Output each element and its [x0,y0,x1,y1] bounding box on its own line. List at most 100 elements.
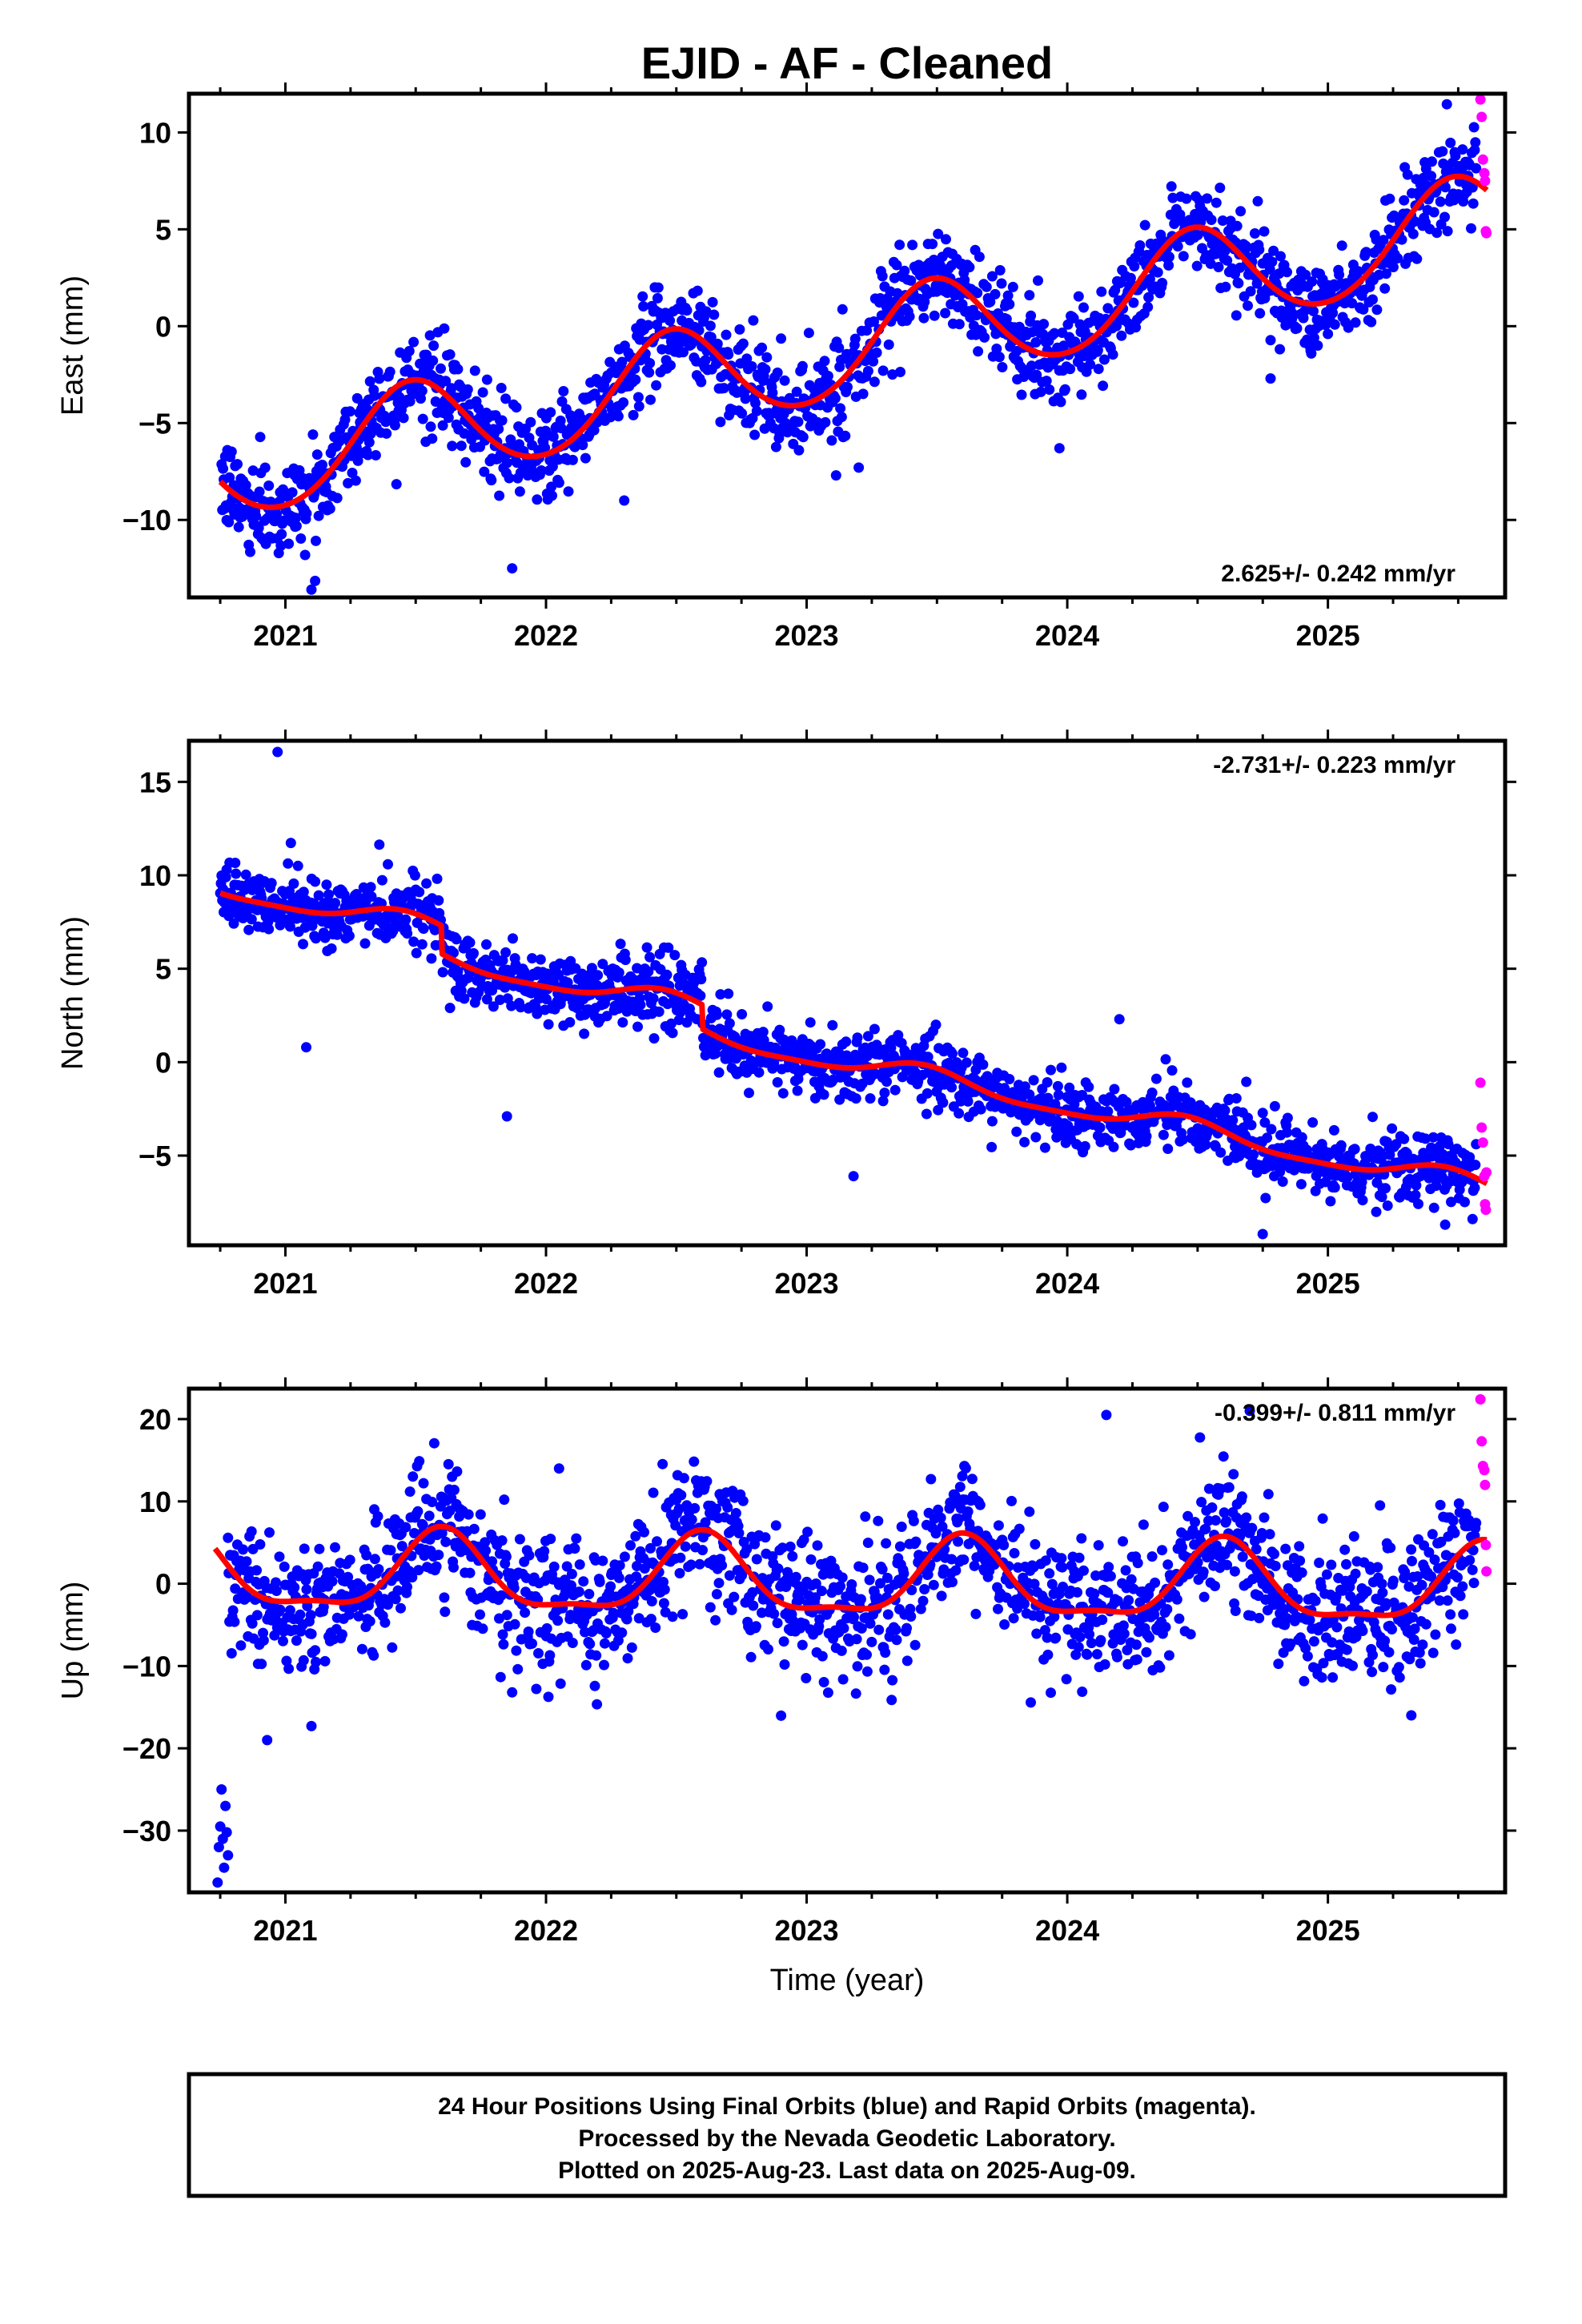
final-orbit-point [921,1108,932,1120]
final-orbit-point [569,1543,580,1554]
final-orbit-point [1236,1491,1247,1502]
final-orbit-point [253,522,264,533]
final-orbit-point [447,440,458,452]
final-orbit-point [532,1008,543,1019]
final-orbit-point [307,429,319,440]
final-orbit-point [456,985,467,996]
final-orbit-point [1219,1105,1231,1116]
final-orbit-point [692,285,703,296]
final-orbit-point [797,432,809,443]
final-orbit-point [527,1638,537,1649]
final-orbit-point [1231,220,1243,231]
final-orbit-point [218,463,229,474]
final-orbit-point [667,1611,678,1622]
final-orbit-point [1325,1196,1336,1207]
final-orbit-point [256,1659,267,1670]
final-orbit-point [327,1576,338,1587]
final-orbit-point [1082,1649,1093,1660]
final-orbit-point [1191,260,1203,271]
final-orbit-point [1371,1206,1382,1217]
final-orbit-point [926,1474,937,1485]
final-orbit-point [637,291,648,302]
final-orbit-point [1300,1642,1311,1654]
final-orbit-point [762,1001,773,1012]
final-orbit-point [578,1576,589,1587]
final-orbit-point [873,1624,885,1635]
final-orbit-point [433,1550,444,1561]
final-orbit-point [548,431,559,442]
final-orbit-point [418,923,429,935]
final-orbit-point [639,1526,649,1538]
final-orbit-point [468,1523,480,1534]
final-orbit-point [544,1650,556,1661]
final-orbit-point [644,367,655,378]
final-orbit-point [818,1089,829,1100]
final-orbit-point [591,1650,602,1661]
final-orbit-point [812,1540,823,1551]
final-orbit-point [468,947,479,959]
final-orbit-point [855,1594,866,1605]
final-orbit-point [994,265,1006,275]
final-orbit-point [1131,1654,1142,1665]
final-orbit-point [1247,1574,1259,1585]
final-orbit-point [1118,1620,1129,1631]
final-orbit-point [1469,144,1480,155]
final-orbit-point [306,584,317,595]
final-orbit-point [363,436,375,448]
x-tick-label: 2025 [1296,1267,1360,1300]
final-orbit-point [456,440,467,452]
x-tick-label: 2021 [253,619,317,652]
final-orbit-point [880,1647,891,1659]
final-orbit-point [506,1000,517,1011]
final-orbit-point [861,1666,873,1677]
final-orbit-point [494,490,505,501]
final-orbit-point [751,1554,762,1565]
y-tick-label: −10 [122,504,171,537]
final-orbit-point [621,1614,632,1625]
final-orbit-point [1056,1062,1067,1073]
final-orbit-point [841,1036,852,1047]
final-orbit-point [753,1067,765,1078]
final-orbit-point [887,369,898,380]
y-tick-label: −5 [139,407,171,440]
final-orbit-point [1192,1557,1203,1568]
final-orbit-point [1411,253,1423,264]
final-orbit-point [1162,1604,1173,1614]
final-orbit-point [659,1584,670,1595]
final-orbit-point [232,459,243,470]
final-orbit-point [1269,1549,1279,1559]
final-orbit-point [283,858,294,869]
final-orbit-point [500,1551,512,1562]
final-orbit-point [940,308,951,319]
final-orbit-point [427,1497,438,1507]
final-orbit-point [622,1653,633,1664]
final-orbit-point [1256,1528,1267,1538]
final-orbit-point [1095,1634,1106,1646]
final-orbit-point [1326,1559,1337,1570]
final-orbit-point [1102,1587,1114,1598]
final-orbit-point [291,513,301,524]
final-orbit-point [960,1462,971,1474]
final-orbit-point [1177,1542,1187,1553]
final-orbit-point [750,397,761,408]
final-orbit-point [713,1578,725,1589]
final-orbit-point [1248,1149,1259,1160]
final-orbit-point [1178,251,1189,262]
final-orbit-point [1074,1631,1086,1642]
final-orbit-point [1316,1672,1327,1683]
final-orbit-point [1259,1117,1271,1128]
final-orbit-point [246,914,257,925]
x-tick-label: 2021 [253,1267,317,1300]
final-orbit-point [970,1608,982,1619]
final-orbit-point [558,386,569,396]
final-orbit-point [440,376,452,387]
final-orbit-point [986,1141,998,1152]
rapid-orbit-point [1476,1122,1488,1133]
final-orbit-point [475,1609,485,1620]
final-orbit-point [480,1545,492,1556]
final-orbit-point [908,1515,919,1526]
final-orbit-point [274,1551,285,1562]
final-orbit-point [1366,316,1377,328]
final-orbit-point [745,1651,757,1663]
final-orbit-point [1123,1594,1134,1606]
